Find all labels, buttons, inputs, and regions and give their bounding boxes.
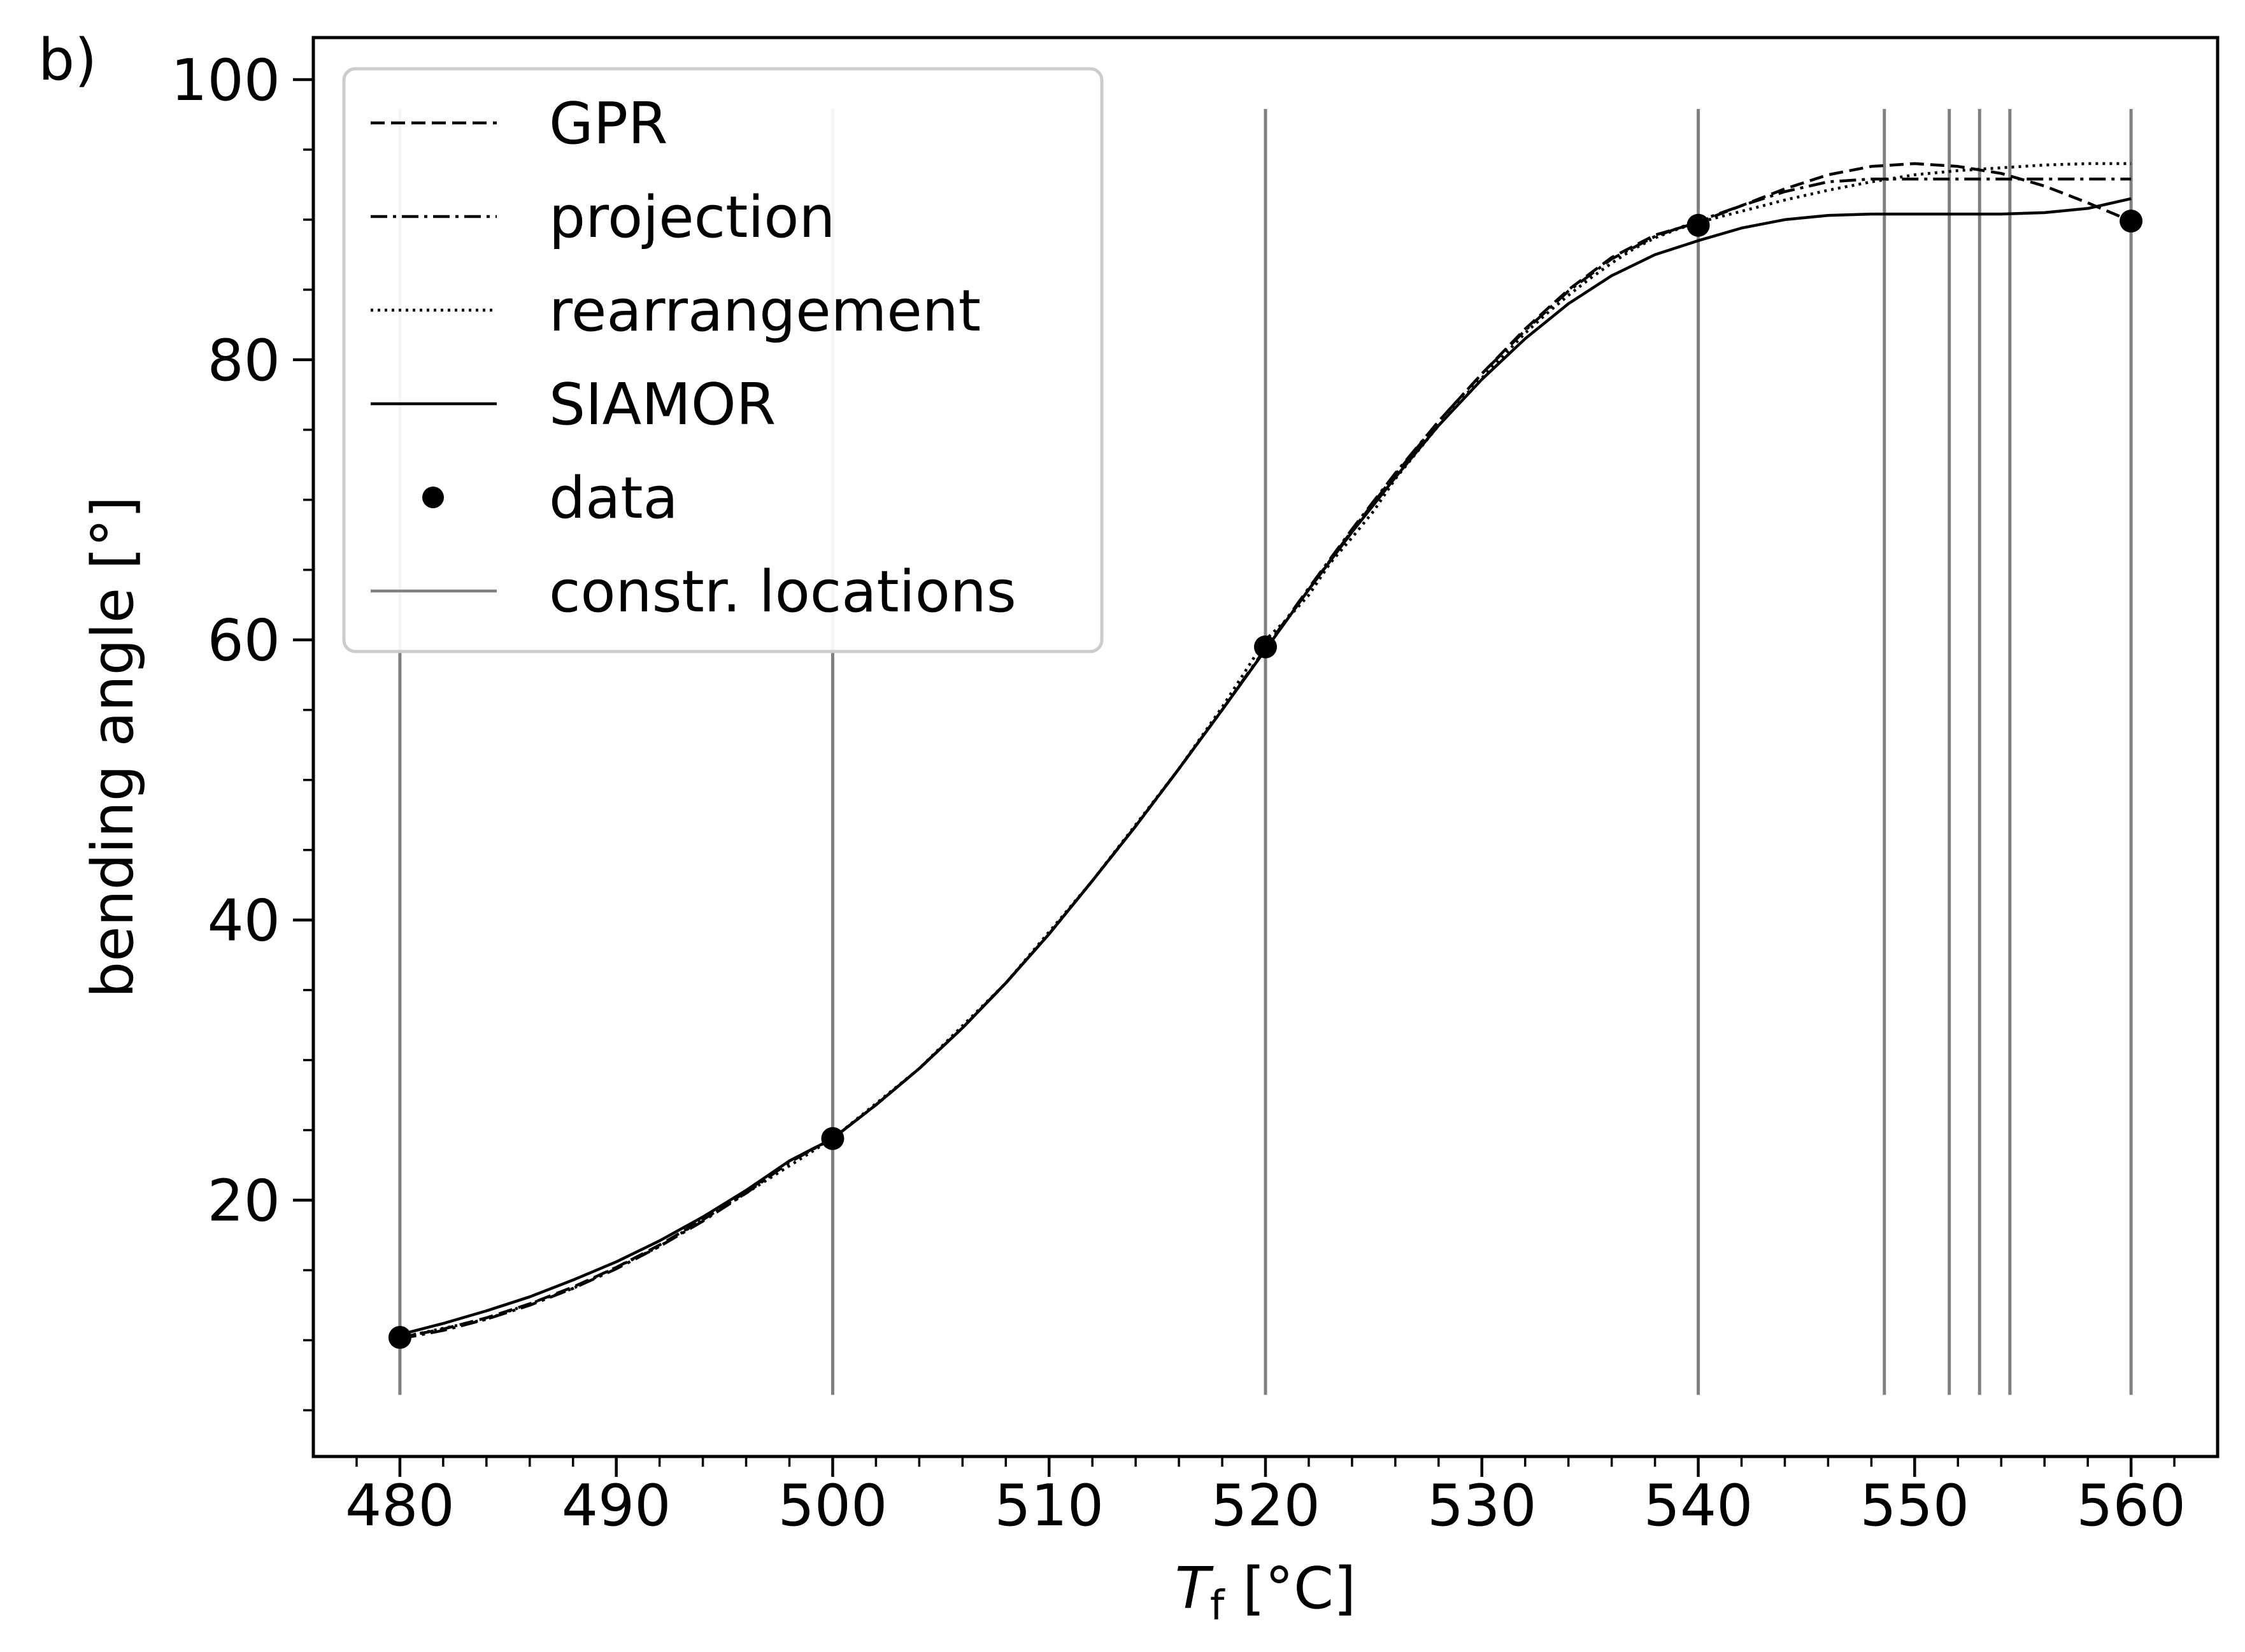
legend: GPR projection rearrangement SIAMOR data cons… [342, 67, 1104, 653]
legend-item: projection [371, 184, 835, 251]
y-tick-label: 20 [207, 1168, 280, 1235]
data-point [1686, 213, 1710, 237]
data-markers [388, 210, 2143, 1349]
legend-item: GPR [371, 90, 668, 157]
legend-item: rearrangement [371, 278, 981, 345]
legend-label: data [549, 465, 678, 532]
x-axis: 480 490 500 510 520 530 540 550 560 [345, 1456, 2186, 1539]
legend-label: rearrangement [549, 278, 981, 345]
legend-item: SIAMOR [371, 371, 776, 438]
panel-label: b) [38, 27, 97, 94]
data-point [1254, 635, 1277, 659]
x-tick-label: 510 [994, 1472, 1104, 1539]
x-tick-label: 490 [562, 1472, 671, 1539]
data-point [2120, 210, 2143, 233]
x-tick-label: 540 [1644, 1472, 1753, 1539]
legend-item: data [422, 465, 678, 532]
x-tick-label: 530 [1427, 1472, 1537, 1539]
legend-label: SIAMOR [549, 371, 776, 438]
y-axis: 20 40 60 80 100 [171, 47, 313, 1412]
y-tick-label: 60 [207, 608, 280, 674]
x-tick-label: 480 [345, 1472, 455, 1539]
y-tick-label: 80 [207, 327, 280, 394]
legend-label: constr. locations [549, 559, 1016, 625]
legend-item: constr. locations [371, 559, 1016, 625]
data-point [388, 1326, 411, 1349]
data-point [821, 1127, 845, 1150]
x-tick-label: 560 [2076, 1472, 2186, 1539]
x-tick-label: 520 [1211, 1472, 1320, 1539]
y-tick-label: 100 [171, 47, 280, 114]
x-tick-label: 500 [778, 1472, 888, 1539]
legend-box [342, 67, 1104, 653]
x-tick-label: 550 [1860, 1472, 1969, 1539]
y-axis-label: bending angle [°] [80, 496, 146, 998]
legend-label: GPR [549, 90, 668, 157]
y-tick-label: 40 [207, 888, 280, 955]
x-axis-label: Tf [°C] [1175, 1555, 1356, 1630]
legend-label: projection [549, 184, 835, 251]
legend-marker [422, 487, 444, 508]
